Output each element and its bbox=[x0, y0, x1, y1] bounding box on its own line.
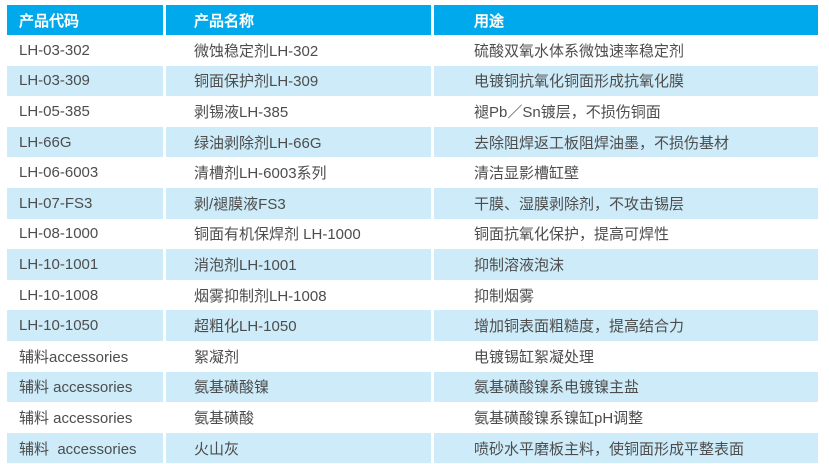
cell-product-code: 辅料 accessories bbox=[7, 402, 166, 433]
table-row: LH-06-6003 清槽剂LH-6003系列 清洁显影槽缸壁 bbox=[7, 157, 818, 188]
column-header-product-code: 产品代码 bbox=[7, 5, 166, 35]
cell-product-name: 火山灰 bbox=[166, 432, 434, 464]
cell-product-code: LH-06-6003 bbox=[7, 157, 166, 188]
cell-product-code: LH-10-1001 bbox=[7, 249, 166, 280]
product-table: 产品代码 产品名称 用途 LH-03-302 微蚀稳定剂LH-302 硫酸双氧水… bbox=[7, 5, 818, 464]
table-row: LH-08-1000 铜面有机保焊剂 LH-1000 铜面抗氧化保护，提高可焊性 bbox=[7, 218, 818, 250]
cell-product-code: 辅料accessories bbox=[7, 340, 166, 372]
cell-product-code: LH-03-309 bbox=[7, 65, 166, 97]
cell-usage: 干膜、湿膜剥除剂，不攻击锡层 bbox=[434, 187, 818, 219]
cell-usage: 硫酸双氧水体系微蚀速率稳定剂 bbox=[434, 35, 818, 66]
header-row: 产品代码 产品名称 用途 bbox=[7, 5, 818, 35]
cell-product-name: 超粗化LH-1050 bbox=[166, 310, 434, 341]
table-row: LH-07-FS3 剥/褪膜液FS3 干膜、湿膜剥除剂，不攻击锡层 bbox=[7, 187, 818, 219]
column-header-usage: 用途 bbox=[434, 5, 818, 35]
cell-product-name: 微蚀稳定剂LH-302 bbox=[166, 35, 434, 66]
table-row: 辅料accessories 絮凝剂 电镀锡缸絮凝处理 bbox=[7, 340, 818, 372]
cell-product-name: 絮凝剂 bbox=[166, 340, 434, 372]
cell-product-name: 消泡剂LH-1001 bbox=[166, 249, 434, 280]
cell-product-code: LH-03-302 bbox=[7, 35, 166, 66]
cell-usage: 电镀锡缸絮凝处理 bbox=[434, 340, 818, 372]
table-row: LH-10-1001 消泡剂LH-1001 抑制溶液泡沫 bbox=[7, 249, 818, 280]
cell-usage: 清洁显影槽缸壁 bbox=[434, 157, 818, 188]
cell-usage: 氨基磺酸镍系镍缸pH调整 bbox=[434, 402, 818, 433]
cell-product-code: 辅料 accessories bbox=[7, 432, 166, 464]
cell-product-name: 烟雾抑制剂LH-1008 bbox=[166, 279, 434, 311]
cell-product-name: 清槽剂LH-6003系列 bbox=[166, 157, 434, 188]
cell-usage: 铜面抗氧化保护，提高可焊性 bbox=[434, 218, 818, 250]
cell-product-code: LH-66G bbox=[7, 126, 166, 158]
cell-usage: 电镀铜抗氧化铜面形成抗氧化膜 bbox=[434, 65, 818, 97]
cell-product-code: LH-05-385 bbox=[7, 96, 166, 127]
cell-usage: 增加铜表面粗糙度，提高结合力 bbox=[434, 310, 818, 341]
table-header: 产品代码 产品名称 用途 bbox=[7, 5, 818, 35]
table-row: LH-03-309 铜面保护剂LH-309 电镀铜抗氧化铜面形成抗氧化膜 bbox=[7, 65, 818, 97]
cell-product-code: LH-10-1008 bbox=[7, 279, 166, 311]
cell-usage: 抑制烟雾 bbox=[434, 279, 818, 311]
table-body: LH-03-302 微蚀稳定剂LH-302 硫酸双氧水体系微蚀速率稳定剂 LH-… bbox=[7, 35, 818, 464]
table-row: LH-10-1050 超粗化LH-1050 增加铜表面粗糙度，提高结合力 bbox=[7, 310, 818, 341]
cell-product-name: 铜面有机保焊剂 LH-1000 bbox=[166, 218, 434, 250]
cell-product-name: 剥/褪膜液FS3 bbox=[166, 187, 434, 219]
cell-product-code: LH-10-1050 bbox=[7, 310, 166, 341]
cell-product-code: LH-08-1000 bbox=[7, 218, 166, 250]
cell-usage: 氨基磺酸镍系电镀镍主盐 bbox=[434, 371, 818, 403]
cell-product-name: 绿油剥除剂LH-66G bbox=[166, 126, 434, 158]
table-row: 辅料 accessories 火山灰 喷砂水平磨板主料，使铜面形成平整表面 bbox=[7, 432, 818, 464]
table-row: LH-03-302 微蚀稳定剂LH-302 硫酸双氧水体系微蚀速率稳定剂 bbox=[7, 35, 818, 66]
table-row: LH-05-385 剥锡液LH-385 褪Pb／Sn镀层，不损伤铜面 bbox=[7, 96, 818, 127]
cell-product-name: 剥锡液LH-385 bbox=[166, 96, 434, 127]
cell-usage: 喷砂水平磨板主料，使铜面形成平整表面 bbox=[434, 432, 818, 464]
cell-usage: 去除阻焊返工板阻焊油墨，不损伤基材 bbox=[434, 126, 818, 158]
cell-product-name: 铜面保护剂LH-309 bbox=[166, 65, 434, 97]
cell-product-name: 氨基磺酸镍 bbox=[166, 371, 434, 403]
cell-product-code: LH-07-FS3 bbox=[7, 187, 166, 219]
cell-usage: 褪Pb／Sn镀层，不损伤铜面 bbox=[434, 96, 818, 127]
table-row: 辅料 accessories 氨基磺酸镍 氨基磺酸镍系电镀镍主盐 bbox=[7, 371, 818, 403]
column-header-product-name: 产品名称 bbox=[166, 5, 434, 35]
table-row: LH-10-1008 烟雾抑制剂LH-1008 抑制烟雾 bbox=[7, 279, 818, 311]
cell-usage: 抑制溶液泡沫 bbox=[434, 249, 818, 280]
cell-product-code: 辅料 accessories bbox=[7, 371, 166, 403]
table-row: 辅料 accessories 氨基磺酸 氨基磺酸镍系镍缸pH调整 bbox=[7, 402, 818, 433]
cell-product-name: 氨基磺酸 bbox=[166, 402, 434, 433]
table-row: LH-66G 绿油剥除剂LH-66G 去除阻焊返工板阻焊油墨，不损伤基材 bbox=[7, 126, 818, 158]
